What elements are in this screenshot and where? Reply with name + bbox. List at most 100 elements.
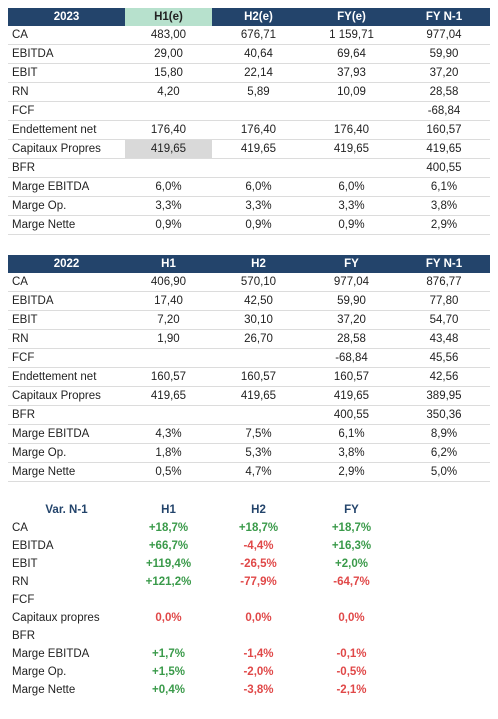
row-label: EBITDA: [8, 291, 125, 311]
row-label: CA: [8, 273, 125, 292]
value-cell: 5,89: [212, 82, 305, 102]
row: Marge Nette +0,4% -3,8% -2,1%: [8, 681, 490, 699]
value-cell: 7,20: [125, 310, 212, 330]
value-cell: 6,0%: [212, 177, 305, 197]
header-cell: H2(e): [212, 8, 305, 26]
value-cell: 15,80: [125, 63, 212, 83]
value-cell: 2,9%: [398, 215, 490, 235]
value-cell: 160,57: [305, 367, 398, 387]
row: FCF -68,84: [8, 101, 490, 121]
value-cell: -1,4%: [243, 648, 274, 660]
value-cell: 1,90: [125, 329, 212, 349]
header-row: Var. N-1 H1 H2 FY: [8, 500, 490, 519]
row: CA +18,7% +18,7% +18,7%: [8, 519, 490, 537]
row-label: BFR: [8, 405, 125, 425]
row: Marge Op. +1,5% -2,0% -0,5%: [8, 663, 490, 681]
value-cell: 37,93: [305, 63, 398, 83]
value-cell: 3,8%: [398, 196, 490, 216]
row: Endettement net 176,40 176,40 176,40 160,57: [8, 120, 490, 140]
value-cell: 419,65: [125, 139, 212, 159]
row: EBITDA +66,7% -4,4% +16,3%: [8, 537, 490, 555]
value-cell: 350,36: [398, 405, 490, 425]
value-cell: 22,14: [212, 63, 305, 83]
value-cell: [305, 158, 398, 178]
value-cell: 876,77: [398, 273, 490, 292]
value-cell: [125, 158, 212, 178]
row: EBIT 7,20 30,10 37,20 54,70: [8, 310, 490, 330]
header-cell: 2022: [8, 255, 125, 273]
value-cell: -77,9%: [240, 576, 277, 588]
value-cell: 160,57: [125, 367, 212, 387]
value-cell: +1,5%: [152, 666, 185, 678]
value-cell: 40,64: [212, 44, 305, 64]
value-cell: +18,7%: [238, 522, 279, 534]
row-label: FCF: [12, 594, 35, 606]
row: Marge Op. 3,3% 3,3% 3,3% 3,8%: [8, 196, 490, 216]
value-cell: 389,95: [398, 386, 490, 406]
row: BFR 400,55: [8, 158, 490, 178]
value-cell: 7,5%: [212, 424, 305, 444]
value-cell: 42,56: [398, 367, 490, 387]
value-cell: +18,7%: [331, 522, 372, 534]
value-cell: 176,40: [305, 120, 398, 140]
row: Marge EBITDA 6,0% 6,0% 6,0% 6,1%: [8, 177, 490, 197]
value-cell: [305, 101, 398, 121]
value-cell: 77,80: [398, 291, 490, 311]
value-cell: 400,55: [398, 158, 490, 178]
row: EBIT +119,4% -26,5% +2,0%: [8, 555, 490, 573]
row: Marge Nette 0,5% 4,7% 2,9% 5,0%: [8, 462, 490, 482]
value-cell: 3,8%: [305, 443, 398, 463]
value-cell: 176,40: [125, 120, 212, 140]
value-cell: 6,0%: [125, 177, 212, 197]
table-2023: 2023 H1(e) H2(e) FY(e) FY N-1 CA 483,00 676,71 1…: [8, 8, 490, 235]
value-cell: 17,40: [125, 291, 212, 311]
value-cell: +18,7%: [148, 522, 189, 534]
value-cell: 3,3%: [212, 196, 305, 216]
row: CA 483,00 676,71 1 159,71 977,04: [8, 26, 490, 45]
row-label: BFR: [8, 158, 125, 178]
value-cell: [125, 348, 212, 368]
row-label: EBITDA: [12, 540, 54, 552]
value-cell: 160,57: [398, 120, 490, 140]
value-cell: 69,64: [305, 44, 398, 64]
row-label: EBIT: [8, 310, 125, 330]
row: FCF: [8, 591, 490, 609]
row-label: Marge EBITDA: [12, 648, 90, 660]
value-cell: 10,09: [305, 82, 398, 102]
value-cell: 42,50: [212, 291, 305, 311]
value-cell: +2,0%: [335, 558, 368, 570]
value-cell: 28,58: [398, 82, 490, 102]
row-label: Marge EBITDA: [8, 177, 125, 197]
value-cell: +119,4%: [145, 558, 192, 570]
row: Marge Nette 0,9% 0,9% 0,9% 2,9%: [8, 215, 490, 235]
value-cell: 6,1%: [398, 177, 490, 197]
row: Marge EBITDA 4,3% 7,5% 6,1% 8,9%: [8, 424, 490, 444]
value-cell: 977,04: [398, 26, 490, 45]
row-label: EBIT: [8, 63, 125, 83]
row-label: EBITDA: [8, 44, 125, 64]
value-cell: 30,10: [212, 310, 305, 330]
value-cell: 26,70: [212, 329, 305, 349]
row-label: FCF: [8, 348, 125, 368]
value-cell: 0,9%: [125, 215, 212, 235]
header-cell: H1: [125, 500, 212, 519]
value-cell: 400,55: [305, 405, 398, 425]
row-label: CA: [8, 26, 125, 45]
value-cell: -3,8%: [243, 684, 274, 696]
value-cell: -2,1%: [336, 684, 367, 696]
row: EBITDA 29,00 40,64 69,64 59,90: [8, 44, 490, 64]
value-cell: 406,90: [125, 273, 212, 292]
value-cell: -64,7%: [333, 576, 370, 588]
header-cell: FY: [305, 500, 398, 519]
value-cell: 59,90: [398, 44, 490, 64]
row-label: CA: [12, 522, 28, 534]
value-cell: 4,7%: [212, 462, 305, 482]
value-cell: 45,56: [398, 348, 490, 368]
value-cell: +0,4%: [152, 684, 185, 696]
value-cell: [125, 101, 212, 121]
value-cell: +66,7%: [148, 540, 189, 552]
value-cell: +1,7%: [152, 648, 185, 660]
value-cell: [212, 348, 305, 368]
row-label: Capitaux Propres: [8, 386, 125, 406]
row: EBIT 15,80 22,14 37,93 37,20: [8, 63, 490, 83]
